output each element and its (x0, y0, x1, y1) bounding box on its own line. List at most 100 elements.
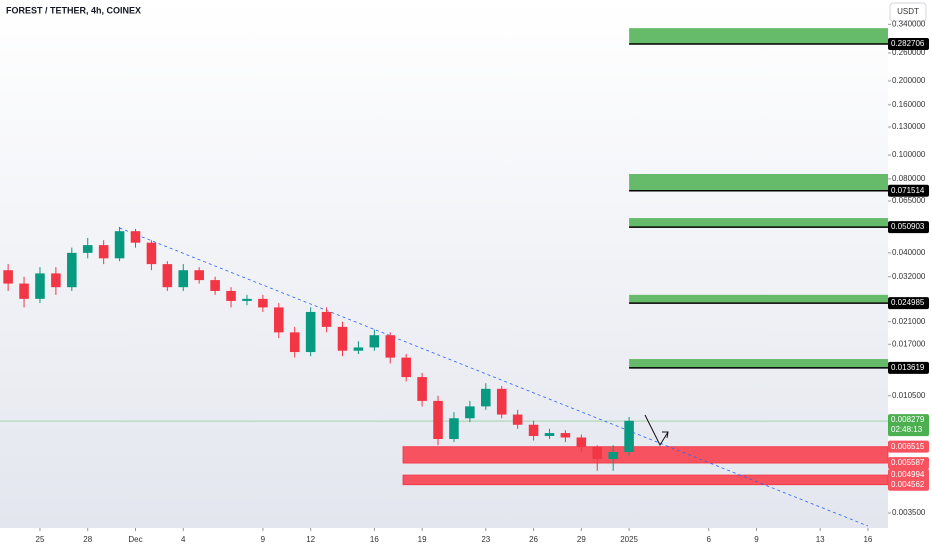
candle-body (528, 424, 539, 436)
x-tick-label: 25 (36, 535, 45, 544)
support-label-box (888, 478, 929, 491)
projection-arrow (644, 414, 669, 447)
x-tick-label: 29 (577, 535, 586, 544)
candle-body (194, 270, 204, 281)
target-zone (629, 294, 888, 304)
y-tick-label: 0.130000 (892, 122, 926, 131)
y-tick-label: 0.040000 (892, 248, 926, 257)
x-tick-label: 28 (83, 535, 92, 544)
candle-body (35, 273, 45, 299)
candle-body (544, 433, 555, 436)
x-tick-label: 6 (706, 535, 711, 544)
candle-body (321, 311, 332, 327)
target-zone (629, 174, 888, 191)
candle-body (98, 245, 109, 259)
candle-body (289, 332, 300, 353)
y-tick-label: 0.010500 (892, 391, 926, 400)
candle-body (465, 406, 475, 419)
chart-title: FOREST / TETHER, 4h, COINEX (6, 5, 141, 15)
x-tick-label: 23 (481, 535, 490, 544)
candle-body (433, 400, 443, 439)
current-price-box (888, 414, 929, 437)
y-tick-label: 0.065000 (892, 196, 926, 205)
support-label-box (888, 469, 929, 482)
candle-body (305, 311, 316, 353)
target-label: 0.024985 (891, 298, 925, 307)
support-label-box (888, 457, 929, 470)
target-label-box (888, 184, 929, 197)
x-tick-label: 4 (181, 535, 186, 544)
candle-body (449, 418, 459, 439)
candle-body (592, 446, 603, 460)
y-tick-label: 0.100000 (892, 150, 926, 159)
candle-body (385, 335, 396, 358)
candle-body (624, 420, 634, 452)
target-zone (629, 218, 888, 228)
x-tick-label: 13 (816, 535, 825, 544)
currency-label: USDT (897, 7, 919, 16)
candle-body (401, 357, 411, 378)
support-label: 0.004994 (891, 470, 925, 479)
support-zone (402, 474, 889, 486)
support-label: 0.006515 (891, 442, 925, 451)
x-tick-label: 16 (370, 535, 379, 544)
support-label-box (888, 440, 929, 453)
candle-body (608, 451, 618, 460)
x-tick-label: 9 (754, 535, 759, 544)
target-label: 0.282706 (891, 39, 925, 48)
candle-body (162, 264, 173, 288)
y-tick-label: 0.160000 (892, 100, 926, 109)
x-tick-label: 16 (863, 535, 872, 544)
candle-body (130, 231, 141, 243)
target-label: 0.071514 (891, 186, 925, 195)
trendline (119, 227, 869, 527)
candle-body (114, 231, 125, 259)
candle-body (82, 245, 93, 253)
y-tick-label: 0.032000 (892, 272, 926, 281)
arrow-head (662, 431, 669, 439)
y-tick-label: 0.021000 (892, 317, 926, 326)
candle-body (560, 433, 571, 438)
candle-body (146, 242, 157, 265)
candle-body (496, 388, 507, 415)
x-tick-label: Dec (128, 535, 142, 544)
target-zone (629, 28, 888, 45)
candle-body (353, 347, 364, 351)
candle-body (337, 326, 348, 351)
target-label: 0.050903 (891, 222, 925, 231)
candle-body (512, 414, 523, 425)
candle-body (19, 283, 29, 299)
y-tick-label: 0.017000 (892, 339, 926, 348)
currency-button[interactable] (889, 2, 927, 22)
x-tick-label: 9 (261, 535, 266, 544)
candle-body (274, 307, 284, 333)
y-tick-label: 0.003500 (892, 508, 926, 517)
candle-body (242, 298, 252, 301)
candle-body (417, 377, 427, 401)
x-tick-label: 2025 (620, 535, 638, 544)
support-zone (402, 446, 889, 464)
support-label: 0.005587 (891, 458, 925, 467)
current-price-label: 0.008279 (891, 415, 925, 424)
candle-body (178, 270, 189, 288)
target-label-box (888, 361, 929, 374)
target-label-box (888, 297, 929, 310)
candle-body (481, 388, 491, 407)
y-tick-label: 0.340000 (892, 19, 926, 28)
target-label-box (888, 38, 929, 51)
candle-body (51, 273, 61, 288)
y-tick-label: 0.200000 (892, 76, 926, 85)
target-zone (629, 359, 888, 368)
target-label: 0.013619 (891, 363, 925, 372)
candle-body (210, 280, 220, 291)
y-tick-label: 0.260000 (892, 48, 926, 57)
candle-body (369, 335, 380, 348)
candle-body (258, 298, 268, 308)
candle-body (3, 270, 13, 284)
y-tick-label: 0.080000 (892, 174, 926, 183)
support-label: 0.004562 (891, 480, 925, 489)
candle-body (67, 252, 77, 288)
candle-body (226, 290, 236, 301)
time-axis (0, 528, 888, 550)
